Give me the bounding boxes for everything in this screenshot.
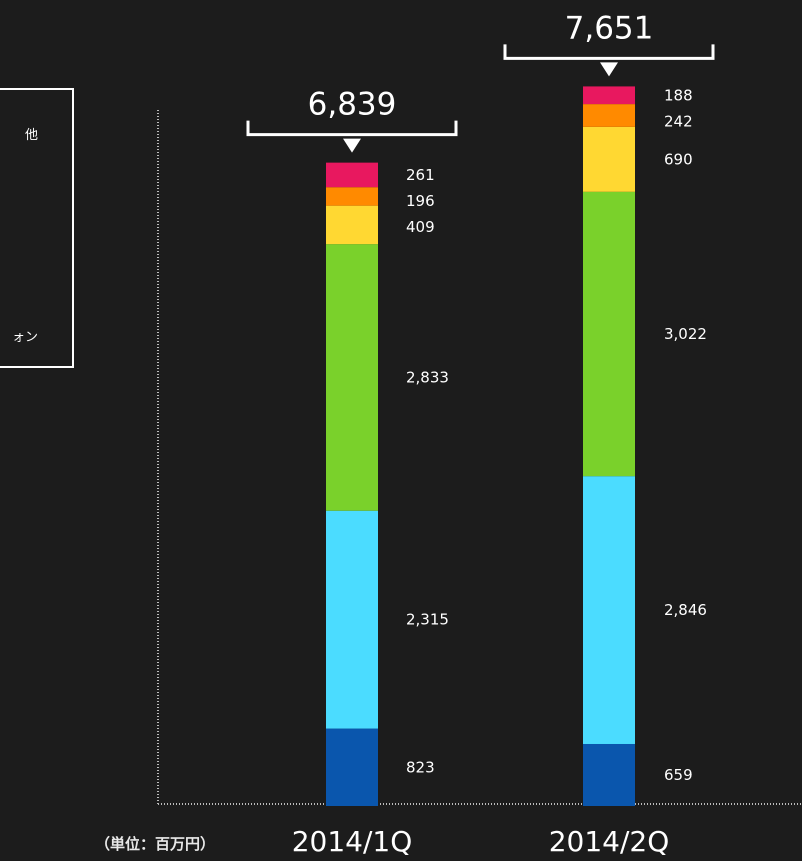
unit-label: （単位：百万円） bbox=[95, 835, 216, 853]
total-pointer bbox=[600, 62, 618, 77]
bar-segment bbox=[326, 187, 378, 206]
bar-segment bbox=[583, 743, 635, 806]
bar-segment bbox=[326, 162, 378, 188]
total-bracket bbox=[246, 120, 458, 137]
value-label: 409 bbox=[406, 218, 435, 236]
value-label: 3,022 bbox=[664, 325, 707, 343]
legend-item-smartphone: ォン bbox=[11, 330, 38, 345]
value-label: 2,315 bbox=[406, 611, 449, 629]
bar-segment bbox=[583, 104, 635, 127]
legend-item-other: 他 bbox=[24, 128, 38, 143]
bar-segment bbox=[583, 476, 635, 744]
bar-segment bbox=[326, 205, 378, 245]
bar-segment bbox=[583, 126, 635, 192]
value-label: 188 bbox=[664, 86, 693, 104]
x-tick-label: 2014/1Q bbox=[292, 825, 413, 858]
value-label: 2,846 bbox=[664, 601, 707, 619]
total-pointer bbox=[343, 138, 361, 153]
bar-segment bbox=[583, 86, 635, 105]
total-label: 7,651 bbox=[565, 10, 654, 46]
value-label: 659 bbox=[664, 766, 693, 784]
bar-segment bbox=[326, 728, 378, 806]
total-label: 6,839 bbox=[308, 87, 397, 123]
value-label: 261 bbox=[406, 166, 435, 184]
value-label: 823 bbox=[406, 758, 435, 776]
bar-segment bbox=[326, 244, 378, 511]
bar-segment bbox=[326, 510, 378, 729]
value-label: 196 bbox=[406, 192, 435, 210]
total-bracket bbox=[503, 44, 715, 60]
legend-box: 他 ォン bbox=[0, 88, 74, 368]
value-label: 690 bbox=[664, 150, 693, 168]
bar-segment bbox=[583, 191, 635, 477]
value-label: 242 bbox=[664, 112, 693, 130]
x-tick-label: 2014/2Q bbox=[549, 825, 670, 858]
value-label: 2,833 bbox=[406, 368, 449, 386]
